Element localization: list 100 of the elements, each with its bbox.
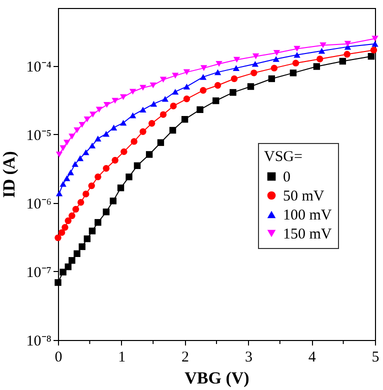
point bbox=[96, 106, 103, 113]
point bbox=[129, 112, 136, 118]
point bbox=[214, 69, 222, 76]
point bbox=[68, 257, 76, 264]
x-axis-title: VBG (V) bbox=[184, 368, 250, 388]
legend-label: 150 mV bbox=[283, 226, 332, 242]
point bbox=[320, 42, 326, 48]
point bbox=[60, 145, 66, 152]
point bbox=[372, 40, 378, 47]
point bbox=[370, 46, 378, 54]
point bbox=[129, 88, 136, 95]
point bbox=[56, 190, 63, 196]
point bbox=[150, 100, 158, 107]
point bbox=[344, 40, 352, 47]
point bbox=[88, 182, 95, 190]
point bbox=[148, 120, 156, 127]
legend-label: 50 mV bbox=[283, 188, 324, 204]
y-tick-label: 10⁻⁴ bbox=[26, 59, 52, 76]
point bbox=[102, 208, 110, 216]
point bbox=[140, 128, 146, 135]
point bbox=[212, 97, 220, 104]
point bbox=[268, 75, 276, 82]
point bbox=[146, 151, 153, 158]
point bbox=[76, 155, 84, 162]
y-tick-label: 10⁻⁶ bbox=[26, 196, 52, 212]
point bbox=[74, 127, 80, 134]
point bbox=[270, 64, 278, 72]
point bbox=[160, 111, 167, 118]
point bbox=[64, 175, 70, 182]
point bbox=[157, 139, 164, 146]
x-tick-label: 2 bbox=[182, 350, 190, 366]
point bbox=[64, 217, 72, 224]
point bbox=[247, 83, 254, 90]
point bbox=[94, 174, 102, 180]
point bbox=[82, 190, 90, 198]
point bbox=[252, 53, 260, 60]
y-tick-label: 10⁻⁵ bbox=[26, 128, 52, 144]
x-tick-label: 1 bbox=[118, 350, 126, 366]
x-tick-label: 4 bbox=[308, 350, 316, 366]
point bbox=[134, 162, 141, 170]
point bbox=[294, 46, 300, 52]
point bbox=[232, 65, 240, 71]
point bbox=[292, 60, 300, 66]
point bbox=[200, 65, 208, 71]
point bbox=[318, 48, 326, 54]
point bbox=[64, 140, 70, 146]
point bbox=[130, 138, 138, 145]
point bbox=[117, 184, 124, 192]
point bbox=[72, 161, 78, 167]
x-tick-label: 3 bbox=[244, 350, 252, 366]
y-tick-label: 10⁻⁷ bbox=[26, 264, 52, 281]
point bbox=[172, 72, 179, 79]
point bbox=[344, 50, 350, 58]
point bbox=[183, 69, 190, 76]
point bbox=[170, 102, 177, 110]
point bbox=[90, 112, 96, 118]
point bbox=[140, 84, 146, 91]
point bbox=[67, 169, 74, 176]
point bbox=[56, 152, 63, 158]
point bbox=[313, 63, 320, 70]
point bbox=[112, 156, 118, 164]
point bbox=[150, 82, 156, 88]
point bbox=[54, 279, 62, 286]
point bbox=[290, 70, 297, 76]
point bbox=[368, 52, 375, 60]
point bbox=[94, 219, 102, 226]
point bbox=[272, 56, 280, 62]
point bbox=[84, 235, 91, 242]
point bbox=[84, 116, 91, 122]
legend-title: VSG= bbox=[264, 149, 302, 165]
point bbox=[162, 96, 168, 102]
point bbox=[64, 263, 72, 270]
point bbox=[339, 58, 346, 65]
point bbox=[230, 89, 236, 96]
point bbox=[54, 234, 62, 242]
point bbox=[68, 212, 76, 220]
point bbox=[88, 142, 96, 148]
point bbox=[88, 228, 96, 234]
point bbox=[200, 74, 207, 80]
point bbox=[216, 60, 222, 67]
point bbox=[102, 164, 110, 172]
point bbox=[233, 56, 240, 63]
point bbox=[60, 180, 66, 187]
y-tick-label: 10⁻⁸ bbox=[26, 334, 52, 350]
point bbox=[250, 70, 258, 76]
point bbox=[82, 149, 90, 156]
point bbox=[78, 243, 86, 250]
point bbox=[58, 229, 66, 236]
point bbox=[183, 84, 190, 90]
point bbox=[72, 206, 80, 213]
point bbox=[172, 88, 179, 95]
point bbox=[140, 106, 146, 113]
point bbox=[273, 50, 280, 56]
point bbox=[77, 199, 84, 206]
point bbox=[94, 136, 102, 142]
point bbox=[126, 174, 132, 180]
point bbox=[230, 75, 238, 82]
x-tick-label: 0 bbox=[54, 350, 62, 366]
point bbox=[252, 60, 259, 67]
point bbox=[103, 102, 110, 108]
